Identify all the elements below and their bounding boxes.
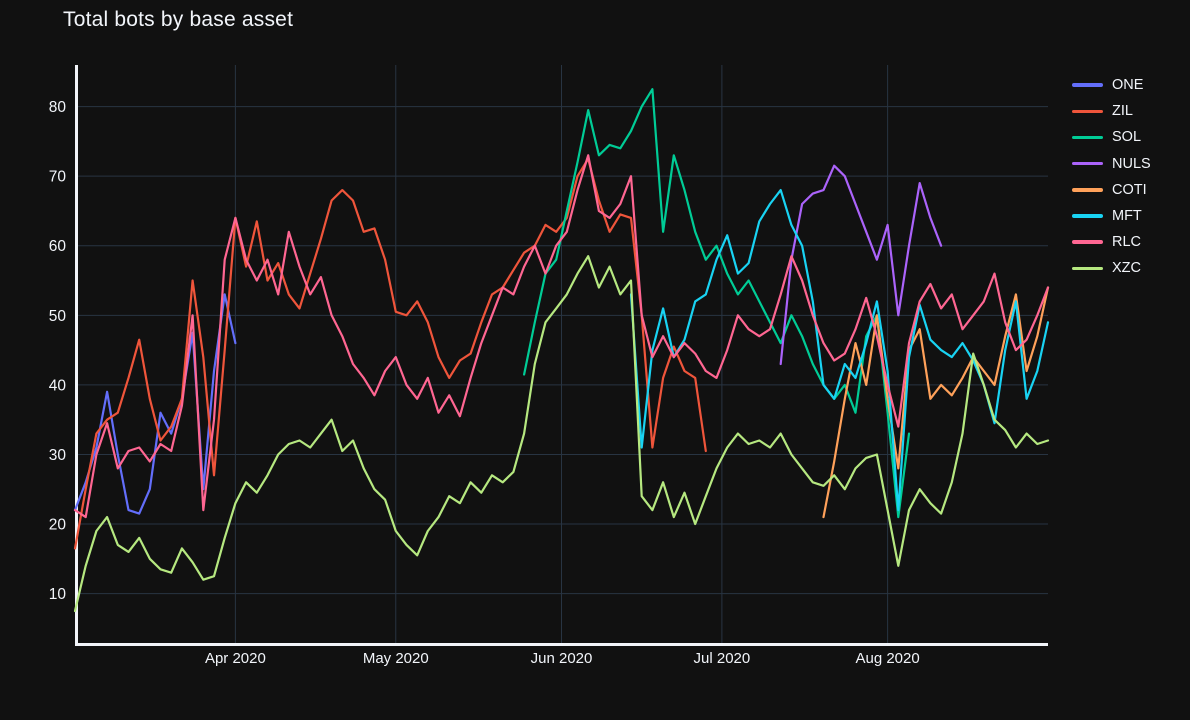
x-tick-label: May 2020 bbox=[363, 650, 429, 667]
series-line-RLC bbox=[73, 154, 1050, 519]
x-tick-label: Aug 2020 bbox=[855, 650, 919, 667]
legend-item-SOL[interactable]: SOL bbox=[1072, 124, 1151, 150]
chart-title: Total bots by base asset bbox=[63, 8, 294, 31]
legend-swatch-MFT bbox=[1072, 214, 1103, 218]
gridlines bbox=[75, 65, 1048, 643]
legend-label: MFT bbox=[1112, 208, 1142, 225]
legend-label: ZIL bbox=[1112, 103, 1133, 120]
legend-item-ZIL[interactable]: ZIL bbox=[1072, 98, 1151, 124]
y-tick-label: 60 bbox=[49, 238, 67, 255]
legend-item-ONE[interactable]: ONE bbox=[1072, 72, 1151, 98]
legend-swatch-SOL bbox=[1072, 135, 1103, 140]
x-tick-label: Jul 2020 bbox=[694, 650, 751, 667]
legend-swatch-XZC bbox=[1072, 266, 1103, 271]
legend-label: RLC bbox=[1112, 234, 1142, 251]
legend-swatch-ZIL bbox=[1072, 109, 1103, 114]
y-tick-label: 50 bbox=[49, 308, 67, 325]
series-line-NULS bbox=[779, 164, 943, 366]
legend-item-RLC[interactable]: RLC bbox=[1072, 229, 1151, 255]
x-tick-label: Apr 2020 bbox=[205, 650, 266, 667]
legend-swatch-RLC bbox=[1072, 240, 1103, 244]
x-tick-labels: Apr 2020 May 2020 Jun 2020 Jul 2020 Aug 2020 bbox=[205, 650, 920, 667]
y-tick-label: 30 bbox=[49, 447, 67, 464]
legend-item-MFT[interactable]: MFT bbox=[1072, 203, 1151, 229]
legend-label: COTI bbox=[1112, 181, 1147, 198]
legend-swatch-COTI bbox=[1072, 188, 1103, 192]
y-tick-label: 20 bbox=[49, 517, 67, 534]
legend-swatch-NULS bbox=[1072, 161, 1103, 166]
y-tick-label: 80 bbox=[49, 99, 67, 116]
y-tick-label: 70 bbox=[49, 169, 67, 186]
x-tick-label: Jun 2020 bbox=[531, 650, 593, 667]
legend-label: NULS bbox=[1112, 155, 1151, 172]
y-tick-label: 10 bbox=[49, 586, 67, 603]
legend-swatch-ONE bbox=[1072, 83, 1103, 87]
series-line-SOL bbox=[522, 88, 911, 519]
legend: ONE ZIL SOL NULS COTI MFT RLC XZC bbox=[1072, 72, 1151, 282]
y-tick-labels: 10 20 30 40 50 60 70 80 bbox=[49, 99, 67, 603]
series-line-ONE bbox=[73, 293, 237, 515]
y-tick-label: 40 bbox=[49, 377, 67, 394]
legend-label: SOL bbox=[1112, 129, 1142, 146]
series-line-ZIL bbox=[73, 157, 707, 550]
legend-item-XZC[interactable]: XZC bbox=[1072, 255, 1151, 281]
series-line-MFT bbox=[629, 189, 1050, 512]
legend-item-NULS[interactable]: NULS bbox=[1072, 151, 1151, 177]
legend-label: XZC bbox=[1112, 260, 1141, 277]
legend-label: ONE bbox=[1112, 77, 1144, 94]
legend-item-COTI[interactable]: COTI bbox=[1072, 177, 1151, 203]
series-line-XZC bbox=[73, 255, 1050, 613]
